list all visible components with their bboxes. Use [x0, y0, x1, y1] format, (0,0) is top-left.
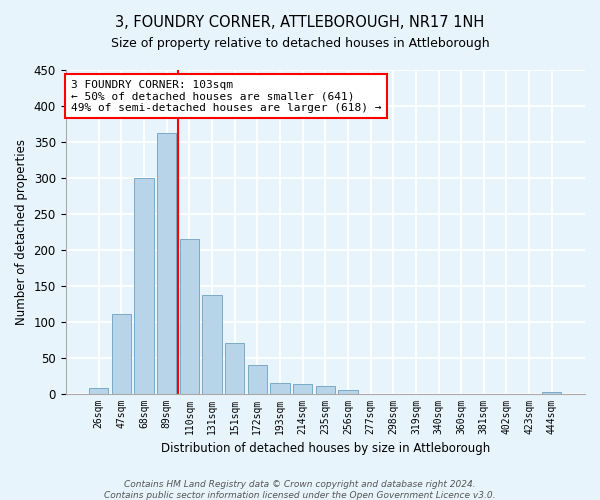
Bar: [202, 295, 221, 394]
Bar: [157, 134, 176, 394]
X-axis label: Distribution of detached houses by size in Attleborough: Distribution of detached houses by size …: [161, 442, 490, 455]
Text: 3, FOUNDRY CORNER, ATTLEBOROUGH, NR17 1NH: 3, FOUNDRY CORNER, ATTLEBOROUGH, NR17 1N…: [115, 15, 485, 30]
Bar: [542, 392, 562, 394]
Bar: [248, 365, 267, 394]
Text: Contains HM Land Registry data © Crown copyright and database right 2024.
Contai: Contains HM Land Registry data © Crown c…: [104, 480, 496, 500]
Bar: [180, 239, 199, 394]
Text: 3 FOUNDRY CORNER: 103sqm
← 50% of detached houses are smaller (641)
49% of semi-: 3 FOUNDRY CORNER: 103sqm ← 50% of detach…: [71, 80, 381, 113]
Bar: [316, 386, 335, 394]
Bar: [134, 178, 154, 394]
Text: Size of property relative to detached houses in Attleborough: Size of property relative to detached ho…: [110, 38, 490, 51]
Bar: [293, 384, 312, 394]
Bar: [225, 343, 244, 394]
Bar: [338, 390, 358, 394]
Bar: [89, 388, 109, 394]
Bar: [112, 314, 131, 394]
Bar: [271, 383, 290, 394]
Y-axis label: Number of detached properties: Number of detached properties: [15, 139, 28, 325]
